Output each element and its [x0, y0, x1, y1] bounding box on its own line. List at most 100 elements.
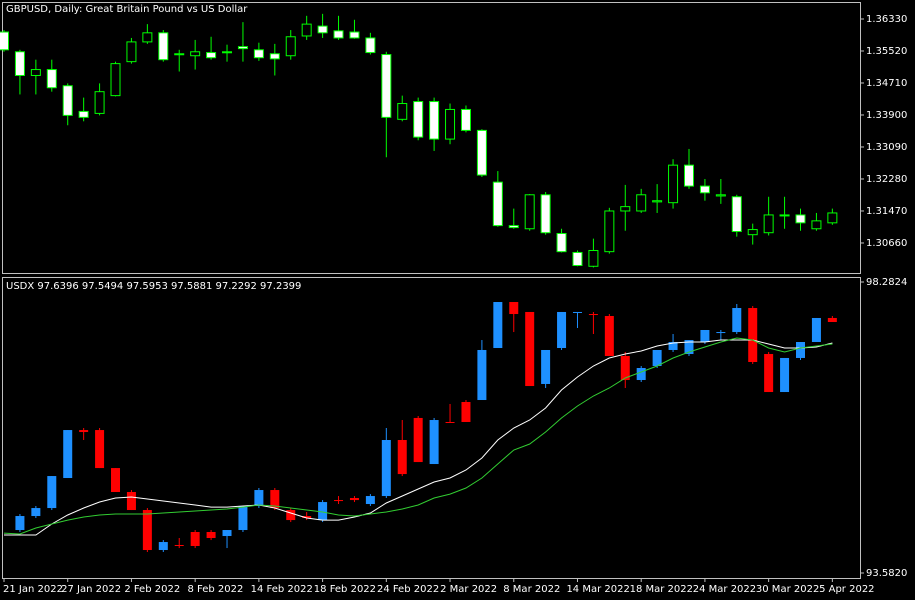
- candle-body: [747, 229, 758, 236]
- candle-body: [509, 302, 519, 315]
- candle-body: [302, 516, 312, 519]
- candle-body: [460, 108, 471, 131]
- candle-body: [763, 214, 774, 234]
- candle-body: [222, 530, 232, 537]
- candle-body: [301, 23, 312, 37]
- candle-body: [413, 101, 424, 138]
- candle-body: [63, 430, 73, 479]
- y-tick-label: 1.33090: [866, 142, 907, 153]
- candle-body: [111, 468, 121, 493]
- x-tick-label: 2 Mar 2022: [440, 584, 497, 595]
- candle-body: [652, 200, 663, 203]
- x-tick-label: 18 Feb 2022: [314, 584, 376, 595]
- candle-body: [270, 490, 280, 509]
- candle-body: [827, 212, 838, 224]
- candle-body: [508, 225, 519, 229]
- candle-body: [397, 440, 407, 475]
- y-tick-label: 1.32280: [866, 174, 907, 185]
- candle-body: [174, 545, 184, 547]
- candle-body: [732, 308, 742, 333]
- indicator-panel-frame: [2, 277, 861, 579]
- x-tick-label: 24 Mar 2022: [693, 584, 756, 595]
- candle-body: [142, 510, 152, 551]
- y-tick-label: 1.34710: [866, 78, 907, 89]
- candle-body: [174, 53, 185, 56]
- candle-body: [365, 496, 375, 505]
- candle-body: [413, 417, 423, 463]
- x-tick-label: 5 Apr 2022: [819, 584, 874, 595]
- candle-body: [540, 194, 551, 234]
- candle-body: [78, 110, 89, 118]
- candle-body: [190, 51, 201, 57]
- candle-body: [317, 25, 328, 34]
- x-tick-label: 8 Mar 2022: [503, 584, 560, 595]
- candle-body: [334, 500, 344, 502]
- candle-body: [541, 349, 551, 384]
- candle-body: [381, 54, 392, 118]
- candle-body: [476, 129, 487, 176]
- x-tick-label: 8 Feb 2022: [187, 584, 243, 595]
- candle-body: [47, 476, 57, 509]
- x-tick-label: 24 Feb 2022: [377, 584, 439, 595]
- candle-body: [588, 314, 598, 316]
- candle-body: [572, 311, 582, 313]
- candle-body: [731, 196, 742, 233]
- candle-body: [699, 185, 710, 194]
- candle-body: [238, 506, 248, 531]
- candle-body: [286, 510, 296, 521]
- x-tick-label: 27 Jan 2022: [61, 584, 121, 595]
- candle-body: [269, 53, 280, 60]
- x-tick-label: 30 Mar 2022: [756, 584, 819, 595]
- main-panel-frame: [2, 2, 861, 274]
- candle-body: [620, 355, 630, 381]
- candle-body: [206, 52, 217, 59]
- candle-body: [95, 430, 105, 469]
- candle-body: [461, 401, 471, 422]
- candle-body: [349, 31, 360, 39]
- y-tick-label: 1.30660: [866, 238, 907, 249]
- candle-body: [349, 498, 359, 501]
- candle-body: [700, 329, 710, 343]
- candle-body: [0, 31, 9, 51]
- candle-body: [811, 220, 822, 230]
- candle-body: [493, 302, 503, 349]
- y-tick-label: 1.35520: [866, 46, 907, 57]
- candle-body: [381, 440, 391, 497]
- candle-body: [445, 421, 455, 423]
- candle-body: [15, 516, 25, 531]
- candle-body: [62, 85, 73, 116]
- candle-body: [525, 311, 535, 387]
- candle-body: [445, 108, 456, 140]
- candle-body: [285, 36, 296, 57]
- candle-body: [668, 342, 678, 350]
- candle-body: [429, 101, 440, 140]
- candle-body: [779, 214, 790, 217]
- y-tick-label: 93.5820: [866, 568, 907, 579]
- x-tick-label: 21 Jan 2022: [3, 584, 63, 595]
- candle-body: [158, 32, 169, 61]
- candle-body: [796, 342, 805, 358]
- candle-body: [79, 430, 89, 433]
- indicator-panel-title: USDX 97.6396 97.5494 97.5953 97.5881 97.…: [6, 281, 301, 292]
- main-panel-title: GBPUSD, Daily: Great Britain Pound vs US…: [6, 4, 248, 15]
- candle-body: [126, 41, 137, 63]
- candle-body: [620, 206, 631, 212]
- candle-body: [30, 69, 41, 76]
- x-tick-label: 14 Mar 2022: [566, 584, 629, 595]
- candle-body: [827, 317, 837, 323]
- candle-body: [683, 164, 694, 187]
- moving-average-line: [3, 337, 833, 535]
- candle-body: [715, 194, 726, 197]
- candle-body: [604, 316, 614, 356]
- candle-body: [636, 368, 646, 381]
- candle-body: [572, 251, 583, 266]
- candle-body: [716, 332, 726, 334]
- candle-body: [397, 103, 408, 120]
- x-tick-label: 14 Feb 2022: [251, 584, 313, 595]
- candle-body: [126, 492, 136, 511]
- candle-body: [14, 51, 25, 76]
- candle-body: [222, 51, 233, 54]
- y-tick-label: 98.2824: [866, 277, 907, 288]
